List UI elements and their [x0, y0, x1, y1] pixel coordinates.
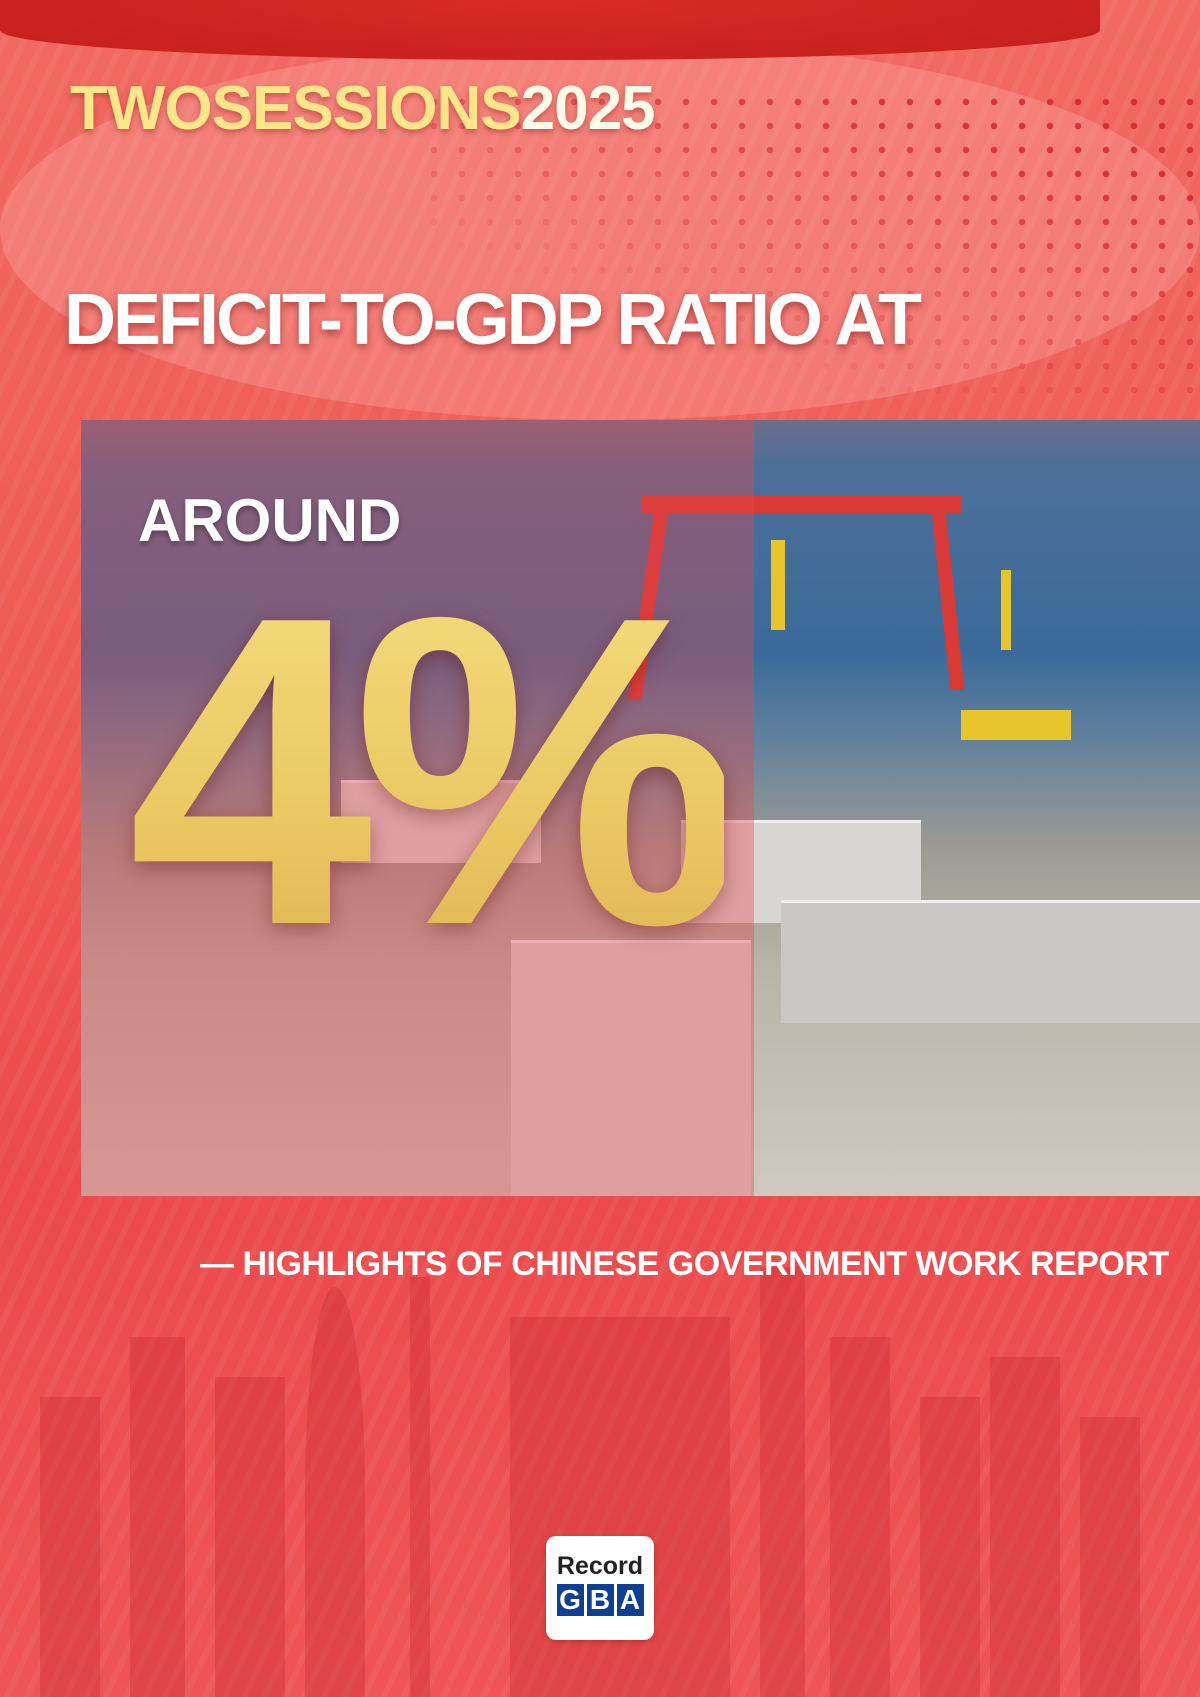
logo-letter: B: [586, 1584, 614, 1616]
subtitle: — HIGHLIGHTS OF CHINESE GOVERNMENT WORK …: [200, 1245, 1169, 1283]
around-label: AROUND: [138, 487, 402, 554]
background-wave-top: [0, 0, 1100, 60]
event-tagline: TWOSESSIONS2025: [70, 74, 656, 143]
record-gba-logo: Record G B A: [546, 1536, 654, 1640]
shipyard-photo: [81, 420, 1200, 1196]
big-percentage: 4%: [128, 526, 744, 1017]
logo-record-text: Record: [556, 1552, 644, 1580]
tagline-text: TWOSESSIONS: [70, 74, 522, 143]
headline: DEFICIT-TO-GDP RATIO AT: [64, 280, 922, 360]
background-dots: [420, 90, 1200, 410]
tagline-year: 2025: [520, 74, 656, 143]
logo-letter: G: [556, 1584, 584, 1616]
logo-letter: A: [616, 1584, 644, 1616]
